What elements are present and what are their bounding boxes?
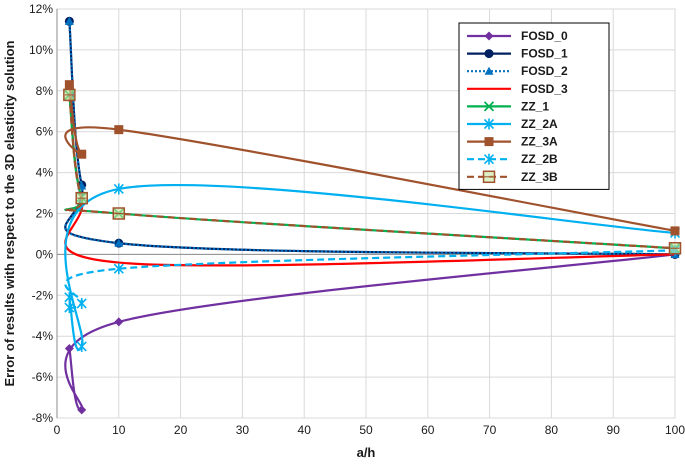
legend: FOSD_0 FOSD_1 FOSD_2 FOSD_3 ZZ_1 ZZ_2A ZZ_3A ZZ…: [458, 22, 610, 190]
legend-marker-fosd-1: [484, 49, 494, 59]
x-tick-label: 100: [665, 423, 685, 437]
legend-item-fosd-0: FOSD_0: [467, 29, 568, 43]
data-point-zz-3a: [670, 226, 680, 236]
series-line-zz-3b: [64, 94, 676, 250]
data-point-fosd-2: [114, 238, 124, 247]
x-tick-label: 60: [421, 423, 435, 437]
legend-marker-zz-1-stroke: [483, 101, 495, 112]
y-tick-label: 2%: [36, 207, 54, 221]
legend-marker-fosd-0: [484, 31, 494, 41]
x-tick-label: 70: [483, 423, 497, 437]
legend-label-zz-2b: ZZ_2B: [521, 152, 558, 166]
y-tick-label: -4%: [32, 329, 54, 343]
legend-item-zz-3a: ZZ_3A: [467, 135, 558, 149]
y-tick-label: 8%: [36, 84, 54, 98]
x-tick-label: 10: [112, 423, 126, 437]
y-tick-label: 4%: [36, 166, 54, 180]
y-tick-label: -6%: [32, 370, 54, 384]
x-tick-label: 50: [359, 423, 373, 437]
legend-label-fosd-1: FOSD_1: [521, 47, 568, 61]
x-tick-label: 0: [54, 423, 61, 437]
data-point-fosd-2: [64, 16, 74, 25]
data-point-zz-3a: [64, 80, 74, 90]
series-zz-3b: [63, 88, 682, 255]
data-point-zz-2b: [64, 302, 75, 314]
legend-item-zz-1: ZZ_1: [467, 99, 549, 113]
legend-marker-fosd-2: [484, 66, 494, 75]
data-point-fosd-0: [77, 405, 87, 415]
y-tick-label: 0%: [36, 247, 54, 261]
series-line-fosd-2: [64, 21, 676, 256]
legend-label-fosd-3: FOSD_3: [521, 82, 568, 96]
data-point-fosd-0: [64, 343, 74, 353]
x-tick-label: 20: [174, 423, 188, 437]
legend-marker-zz-2b: [483, 153, 495, 165]
legend-label-fosd-2: FOSD_2: [521, 64, 568, 78]
x-tick-label: 90: [607, 423, 621, 437]
legend-item-zz-2b: ZZ_2B: [467, 152, 558, 166]
series-layer: [63, 16, 682, 415]
data-point-zz-3a: [114, 125, 124, 135]
legend-label-zz-3a: ZZ_3A: [521, 135, 558, 149]
data-point-zz-2b: [113, 263, 124, 275]
y-axis-title: Error of results with respect to the 3D …: [2, 40, 17, 386]
series-zz-2a: [64, 183, 681, 352]
legend-label-zz-1: ZZ_1: [521, 99, 549, 113]
legend-item-zz-2a: ZZ_2A: [467, 117, 558, 131]
legend-label-zz-3b: ZZ_3B: [521, 170, 558, 184]
x-tick-label: 40: [298, 423, 312, 437]
legend-marker-zz-1: [483, 101, 495, 112]
legend-label-fosd-0: FOSD_0: [521, 29, 568, 43]
axes: 0 10 20 30 40 50 60 70 80 90 100 -8% -6% -4% -2% 0% 2% 4%…: [29, 2, 685, 437]
y-tick-label: -8%: [32, 411, 54, 425]
data-point-zz-2a: [76, 340, 87, 352]
x-tick-label: 30: [236, 423, 250, 437]
data-point-zz-3a: [77, 149, 87, 159]
series-zz-3a: [64, 80, 680, 236]
legend-item-fosd-2: FOSD_2: [467, 64, 568, 78]
x-axis-title: a/h: [357, 445, 376, 460]
y-tick-label: 10%: [29, 43, 53, 57]
y-tick-label: 12%: [29, 2, 53, 16]
y-tick-label: -2%: [32, 288, 54, 302]
legend-marker-zz-3a: [484, 137, 494, 147]
data-point-fosd-0: [114, 317, 124, 327]
y-tick-label: 6%: [36, 125, 54, 139]
legend-item-fosd-3: FOSD_3: [467, 82, 568, 96]
data-point-zz-2b: [76, 297, 87, 309]
x-tick-label: 80: [545, 423, 559, 437]
legend-item-fosd-1: FOSD_1: [467, 47, 568, 61]
legend-label-zz-2a: ZZ_2A: [521, 117, 558, 131]
legend-item-zz-3b: ZZ_3B: [467, 170, 558, 184]
data-point-zz-2a: [113, 183, 124, 195]
legend-marker-zz-2a: [483, 118, 495, 130]
